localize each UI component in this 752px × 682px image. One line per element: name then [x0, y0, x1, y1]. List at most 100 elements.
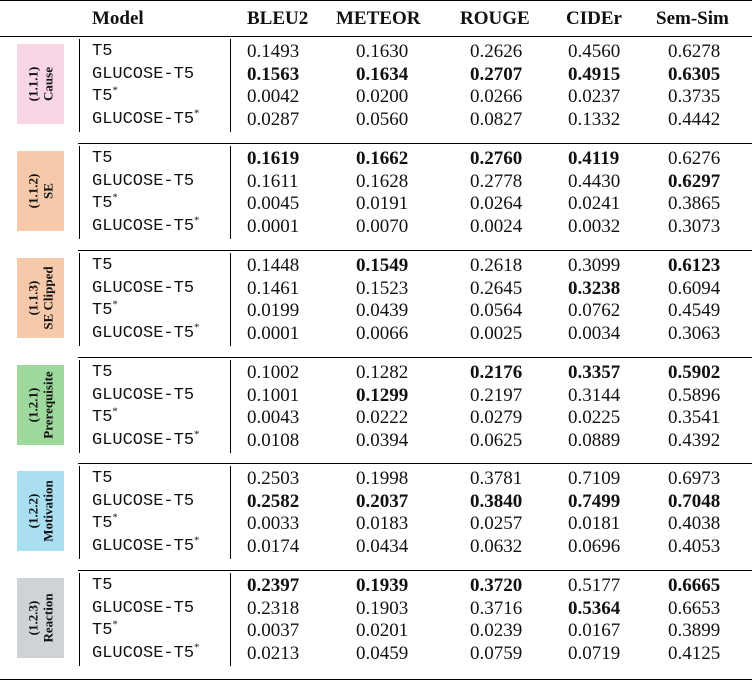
- metric-value: 0.1611: [247, 170, 299, 192]
- model-name: T5*: [92, 85, 118, 108]
- metric-value: 0.0225: [568, 407, 621, 429]
- asterisk-mark: *: [194, 321, 200, 334]
- metric-value: 0.0222: [356, 407, 409, 429]
- metric-value: 0.5902: [668, 362, 721, 383]
- model-label: GLUCOSE-T5: [92, 171, 195, 191]
- model-label: GLUCOSE-T5: [92, 324, 195, 344]
- model-label: GLUCOSE-T5: [92, 537, 195, 557]
- metric-value: 0.0001: [247, 216, 300, 238]
- model-name: GLUCOSE-T5*: [92, 214, 200, 238]
- model-name: GLUCOSE-T5: [92, 385, 194, 407]
- metric-value: 0.2618: [470, 255, 523, 276]
- metric-value: 0.1630: [356, 41, 409, 62]
- model-label: T5: [92, 469, 113, 488]
- metric-value: 0.4430: [568, 170, 621, 192]
- metric-value: 0.1001: [247, 384, 300, 406]
- metric-value: 0.0394: [356, 430, 409, 452]
- metric-value: 0.7048: [668, 490, 721, 512]
- asterisk-mark: *: [194, 534, 200, 547]
- model-label: T5: [92, 256, 113, 275]
- metric-value: 0.0237: [568, 86, 621, 108]
- column-separator: [79, 466, 80, 559]
- model-name: GLUCOSE-T5: [92, 491, 194, 513]
- model-name: GLUCOSE-T5: [92, 598, 194, 620]
- group-separator: [78, 250, 752, 251]
- model-name: T5: [92, 41, 112, 63]
- group-tag: (1.1.2) SE: [17, 151, 64, 231]
- model-name: T5: [92, 362, 112, 384]
- group-tag-label: (1.2.1) Prerequisite: [26, 371, 56, 438]
- metric-value: 0.1634: [356, 63, 409, 85]
- metric-value: 0.0183: [356, 513, 409, 535]
- metric-value: 0.3899: [668, 620, 721, 642]
- metric-value: 0.0564: [470, 300, 523, 322]
- group-separator: [78, 570, 752, 571]
- metric-value: 0.0257: [470, 513, 523, 535]
- header-bleu2: BLEU2: [247, 8, 309, 29]
- metric-value: 0.1282: [356, 362, 409, 383]
- column-separator: [79, 146, 80, 239]
- model-name: T5: [92, 468, 112, 490]
- metric-value: 0.0696: [568, 536, 621, 558]
- model-label: GLUCOSE-T5: [92, 64, 195, 84]
- metric-value: 0.0042: [247, 86, 300, 108]
- group-id: (1.2.2): [25, 493, 41, 529]
- metric-value: 0.0625: [470, 430, 523, 452]
- metric-value: 0.1448: [247, 255, 300, 276]
- metric-value: 0.0889: [568, 430, 621, 452]
- model-name: T5*: [92, 192, 118, 215]
- group-id: (1.1.2): [25, 173, 41, 209]
- model-name: GLUCOSE-T5*: [92, 642, 200, 665]
- metric-value: 0.5896: [668, 384, 721, 406]
- column-separator: [79, 253, 80, 346]
- metric-value: 0.3716: [470, 597, 523, 619]
- model-label: T5: [92, 87, 113, 107]
- metric-value: 0.1998: [356, 468, 409, 489]
- model-name: T5: [92, 575, 112, 597]
- metric-value: 0.0560: [356, 109, 409, 131]
- metric-value: 0.1939: [356, 575, 409, 596]
- model-name: GLUCOSE-T5: [92, 278, 194, 300]
- metric-value: 0.6665: [668, 575, 721, 596]
- metric-value: 0.6276: [668, 148, 721, 169]
- asterisk-mark: *: [194, 214, 200, 227]
- model-label: T5: [92, 514, 113, 534]
- metric-value: 0.2037: [356, 490, 409, 512]
- model-label: T5: [92, 42, 113, 61]
- metric-value: 0.1563: [247, 63, 300, 85]
- metric-value: 0.0759: [470, 643, 523, 665]
- metric-value: 0.0439: [356, 300, 409, 322]
- model-name: T5: [92, 148, 112, 170]
- metric-value: 0.0762: [568, 300, 621, 322]
- metric-value: 0.1549: [356, 255, 409, 276]
- column-separator: [230, 360, 231, 453]
- metric-value: 0.3840: [470, 490, 523, 512]
- metric-value: 0.6094: [668, 277, 721, 299]
- metric-value: 0.2626: [470, 41, 523, 62]
- header-semsim: Sem-Sim: [656, 8, 729, 29]
- metric-value: 0.0201: [356, 620, 409, 642]
- column-separator: [79, 39, 80, 132]
- model-name: GLUCOSE-T5*: [92, 429, 200, 452]
- group-id: (1.1.3): [25, 280, 41, 316]
- metric-value: 0.0025: [470, 323, 523, 345]
- header-model: Model: [92, 8, 144, 29]
- metric-value: 0.7109: [568, 468, 621, 489]
- metric-value: 0.4442: [668, 109, 721, 131]
- model-name: T5*: [92, 299, 118, 322]
- group-tag-label: (1.1.2) SE: [25, 174, 55, 209]
- metric-value: 0.4915: [568, 63, 621, 85]
- metric-value: 0.0287: [247, 109, 300, 131]
- model-label: GLUCOSE-T5: [92, 278, 195, 298]
- metric-value: 0.0239: [470, 620, 523, 642]
- metric-value: 0.3063: [668, 323, 721, 345]
- metric-value: 0.6278: [668, 41, 721, 62]
- metric-value: 0.4560: [568, 41, 621, 62]
- column-separator: [79, 360, 80, 453]
- model-label: T5: [92, 363, 113, 382]
- column-separator: [230, 253, 231, 346]
- metric-value: 0.0719: [568, 643, 621, 665]
- column-separator: [230, 39, 231, 132]
- metric-value: 0.2582: [247, 490, 300, 512]
- group-tag: (1.2.1) Prerequisite: [17, 365, 64, 445]
